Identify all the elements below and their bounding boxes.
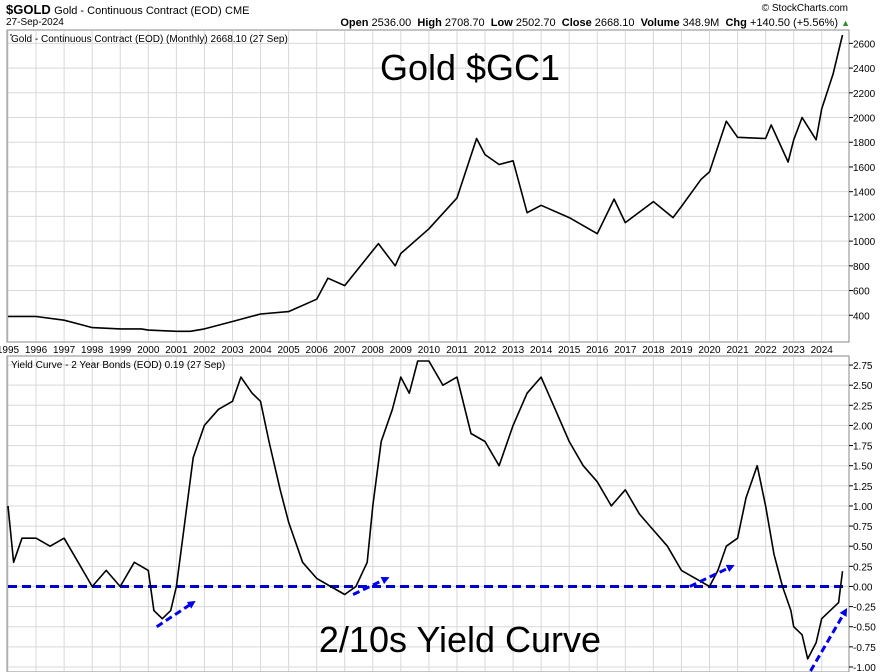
x-tick-label: 2010 [418,345,441,356]
y-tick-label: 2.00 [853,421,873,432]
lower-legend: Yield Curve - 2 Year Bonds (EOD) 0.19 (2… [11,360,225,371]
x-tick-label: 2021 [726,345,749,356]
y-tick-label: 0.00 [853,582,873,593]
x-tick-label: 2019 [670,345,693,356]
x-tick-label: 1998 [81,345,104,356]
y-tick-label: -0.50 [853,623,876,634]
y-tick-label: 1600 [853,163,876,174]
x-tick-label: 1999 [109,345,132,356]
x-tick-label: 2006 [306,345,329,356]
x-tick-label: 2015 [558,345,581,356]
y-tick-label: 2.25 [853,401,873,412]
y-tick-label: 800 [853,262,870,273]
y-tick-label: 0.75 [853,522,873,533]
x-tick-label: 2017 [614,345,637,356]
y-tick-label: 2400 [853,64,876,75]
upper-annotation: Gold $GC1 [380,47,560,88]
x-tick-label: 2020 [698,345,721,356]
y-tick-label: 1.00 [853,502,873,513]
upper-legend: Gold - Continuous Contract (EOD) (Monthl… [11,34,288,45]
y-tick-label: 2000 [853,114,876,125]
y-tick-label: 1200 [853,212,876,223]
y-tick-label: 1.25 [853,482,873,493]
x-tick-label: 1995 [0,345,20,356]
x-tick-label: 2001 [165,345,188,356]
y-tick-label: 1400 [853,188,876,199]
x-tick-label: 2007 [334,345,357,356]
y-tick-label: 2.75 [853,361,873,372]
x-tick-label: 2003 [221,345,244,356]
x-tick-label: 2014 [530,345,553,356]
x-tick-label: 2018 [642,345,665,356]
y-tick-label: 2200 [853,89,876,100]
y-tick-label: 0.50 [853,542,873,553]
x-tick-label: 2013 [502,345,525,356]
x-tick-label: 2012 [474,345,497,356]
x-tick-label: 2016 [586,345,609,356]
x-tick-label: 2023 [783,345,806,356]
x-tick-label: 2009 [390,345,413,356]
x-tick-label: 2000 [137,345,160,356]
y-tick-label: 0.25 [853,562,873,573]
y-tick-label: -0.75 [853,643,876,654]
x-tick-label: 2024 [811,345,834,356]
x-tick-label: 2022 [755,345,778,356]
y-tick-label: 1800 [853,138,876,149]
y-tick-label: 600 [853,287,870,298]
y-tick-label: 2600 [853,39,876,50]
x-tick-label: 1996 [25,345,48,356]
x-tick-label: 2011 [446,345,468,356]
x-tick-label: 1997 [53,345,76,356]
x-tick-label: 2008 [362,345,385,356]
x-tick-label: 2002 [193,345,216,356]
y-tick-label: -1.00 [853,663,876,672]
y-tick-label: 2.50 [853,381,873,392]
lower-annotation: 2/10s Yield Curve [319,619,601,660]
x-tick-label: 2004 [249,345,272,356]
y-tick-label: 1.75 [853,442,873,453]
y-tick-label: 400 [853,311,870,322]
x-tick-label: 2005 [277,345,300,356]
y-tick-label: 1000 [853,237,876,248]
y-tick-label: 1.50 [853,462,873,473]
y-tick-label: -0.25 [853,603,876,614]
